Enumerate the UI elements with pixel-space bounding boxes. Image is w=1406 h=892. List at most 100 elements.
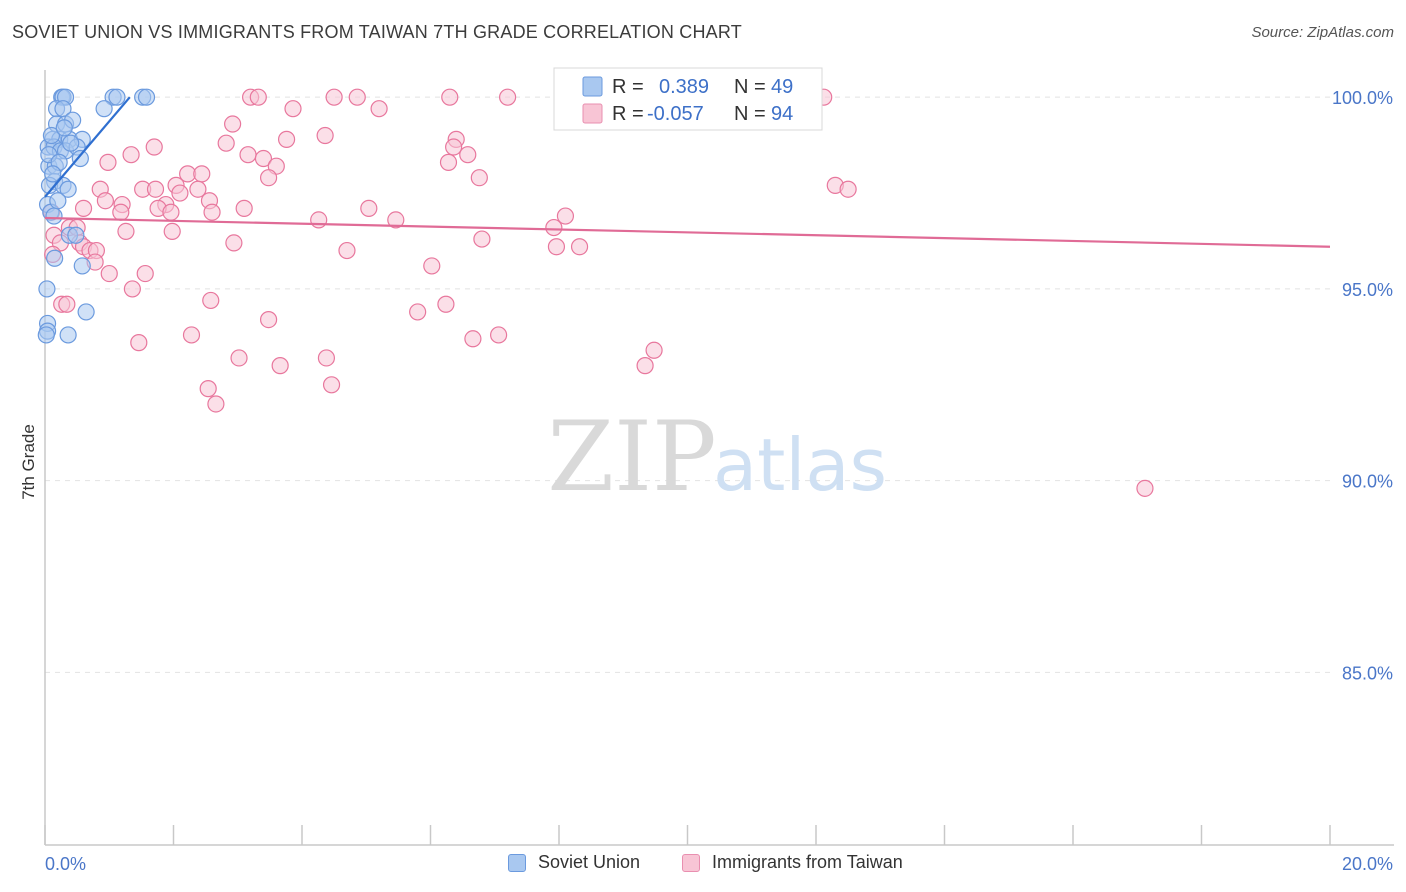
y-tick-label: 100.0% <box>1332 88 1393 108</box>
trend-lines <box>44 96 1331 248</box>
taiwan-point <box>437 295 455 313</box>
soviet-union-point <box>73 257 91 275</box>
taiwan-point <box>171 184 189 202</box>
soviet-union-point <box>42 126 61 145</box>
y-axis-label: 7th Grade <box>19 424 38 500</box>
taiwan-point <box>370 100 388 118</box>
taiwan-point <box>163 222 181 240</box>
legend-r-value-1: 0.389 <box>659 76 709 98</box>
x-tick-label: 0.0% <box>45 854 86 874</box>
taiwan-point <box>423 257 441 275</box>
legend-swatch-immigrants-from-taiwan-bottom <box>682 853 700 872</box>
taiwan-point <box>189 180 207 198</box>
taiwan-point <box>338 241 356 260</box>
legend-label-soviet-union: Soviet Union <box>538 852 641 872</box>
taiwan-point <box>348 88 366 106</box>
taiwan-point <box>317 349 336 367</box>
taiwan-point <box>439 153 458 171</box>
taiwan-point <box>459 146 477 164</box>
legend-r-value-2: -0.057 <box>647 103 704 125</box>
soviet-union-trend-line <box>44 96 131 198</box>
taiwan-point <box>225 234 243 252</box>
taiwan-point <box>207 395 225 413</box>
taiwan-point <box>203 203 221 221</box>
y-tick-label: 90.0% <box>1342 472 1393 492</box>
gridlines <box>45 96 1330 673</box>
watermark-atlas: atlas <box>713 423 887 507</box>
legend-r-label-2: R = <box>612 103 644 125</box>
series-soviet-union <box>37 88 156 344</box>
taiwan-point <box>499 88 517 106</box>
taiwan-point <box>239 146 257 164</box>
chart-title: SOVIET UNION VS IMMIGRANTS FROM TAIWAN 7… <box>12 22 742 42</box>
taiwan-point <box>325 88 343 106</box>
taiwan-point <box>123 280 141 298</box>
bottom-legend: Soviet Union Immigrants from Taiwan <box>0 852 1406 878</box>
y-tick-label: 95.0% <box>1342 280 1393 300</box>
taiwan-point <box>464 330 482 348</box>
soviet-union-point <box>71 149 89 168</box>
taiwan-point <box>271 357 289 375</box>
soviet-union-point <box>55 119 73 137</box>
watermark-zip: ZIP <box>547 401 716 513</box>
legend-swatch-immigrants-from-taiwan <box>582 103 603 124</box>
taiwan-point <box>193 165 211 183</box>
legend-swatch-soviet-union-bottom <box>508 853 526 872</box>
taiwan-point <box>470 169 488 187</box>
taiwan-point <box>490 326 508 344</box>
soviet-union-point <box>67 226 85 244</box>
taiwan-point <box>74 199 93 217</box>
taiwan-point <box>217 134 235 152</box>
taiwan-point <box>259 169 278 187</box>
taiwan-point <box>254 149 273 168</box>
taiwan-point <box>310 211 328 229</box>
legend-item-immigrants-from-taiwan: Immigrants from Taiwan <box>682 852 903 873</box>
taiwan-point <box>316 126 334 145</box>
taiwan-point <box>235 199 253 217</box>
legend-swatch-soviet-union <box>582 76 603 97</box>
correlation-legend: R = 0.389 N = 49 R = -0.057 N = 94 <box>553 67 823 131</box>
taiwan-point <box>130 334 148 352</box>
y-tick-label: 85.0% <box>1342 663 1393 683</box>
taiwan-point <box>146 180 165 198</box>
taiwan-point <box>322 376 341 394</box>
taiwan-point <box>387 211 405 229</box>
taiwan-point <box>1136 479 1154 497</box>
legend-n-label-1: N = <box>734 76 766 98</box>
taiwan-point <box>636 357 654 375</box>
taiwan-point <box>230 349 248 367</box>
taiwan-point <box>117 222 135 240</box>
taiwan-point <box>58 295 76 313</box>
soviet-union-point <box>44 165 62 183</box>
taiwan-point <box>99 153 117 171</box>
taiwan-point <box>224 115 242 133</box>
taiwan-point <box>249 88 267 106</box>
taiwan-point <box>162 203 180 221</box>
taiwan-point <box>545 218 563 237</box>
taiwan-point <box>100 264 118 283</box>
soviet-union-point <box>59 326 77 344</box>
legend-label-immigrants-from-taiwan: Immigrants from Taiwan <box>712 852 903 872</box>
legend-item-soviet-union: Soviet Union <box>508 852 640 873</box>
taiwan-point <box>284 100 302 118</box>
x-tick-label: 20.0% <box>1342 854 1393 874</box>
soviet-union-point <box>49 192 67 210</box>
taiwan-point <box>277 130 296 148</box>
soviet-union-point <box>45 207 63 225</box>
taiwan-point <box>473 230 491 248</box>
taiwan-point <box>202 291 220 310</box>
taiwan-point <box>547 238 566 256</box>
taiwan-point <box>112 203 130 221</box>
taiwan-point <box>122 146 140 164</box>
soviet-union-point <box>108 88 126 106</box>
series-immigrants-from-taiwan <box>42 88 1154 497</box>
taiwan-point <box>839 180 857 198</box>
taiwan-point <box>259 311 278 329</box>
axes <box>44 70 1394 846</box>
taiwan-point <box>441 88 459 106</box>
legend-n-label-2: N = <box>734 103 766 125</box>
source-label: Source: ZipAtlas.com <box>1251 24 1394 41</box>
soviet-union-point <box>95 100 113 118</box>
soviet-union-point <box>46 249 64 267</box>
